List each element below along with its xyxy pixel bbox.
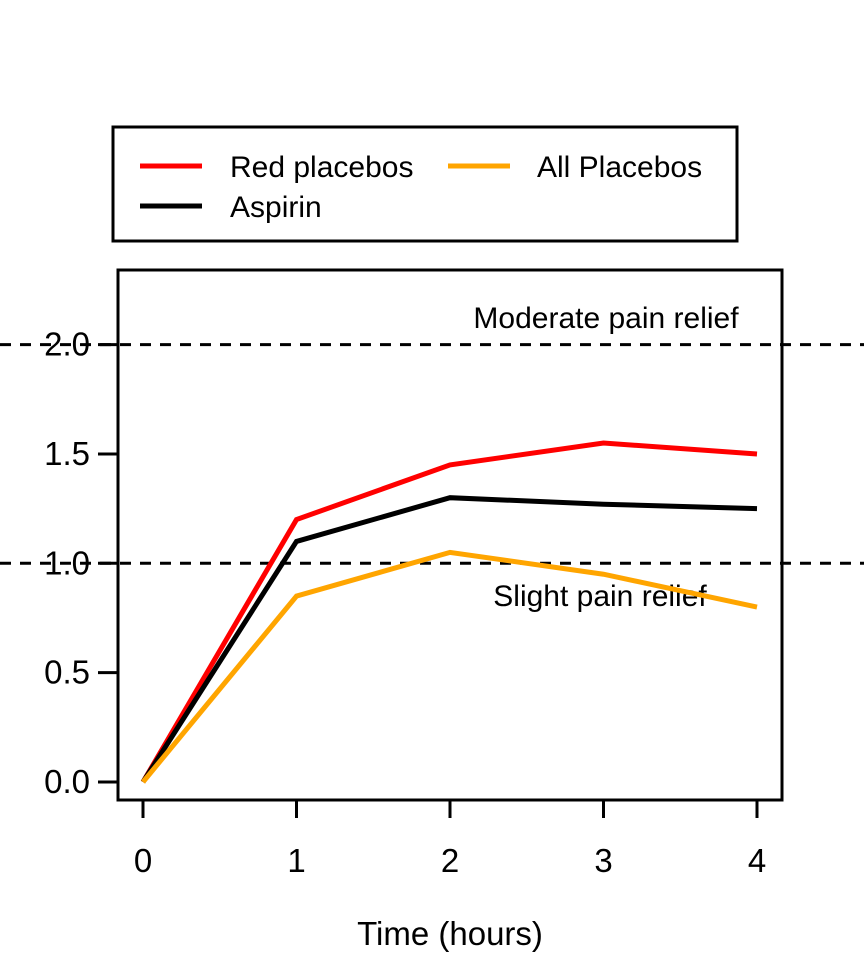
legend: Red placebos Aspirin All Placebos (111, 125, 739, 243)
legend-label-all-placebos: All Placebos (537, 151, 702, 184)
x-axis-tick-labels: 0 1 2 3 4 (134, 842, 766, 879)
annotation-moderate-pain-relief: Moderate pain relief (473, 302, 739, 335)
series-lines (140, 440, 758, 784)
x-axis-ticks (141, 800, 759, 818)
series-line-red-placebos (140, 440, 758, 784)
x-tick-label: 1 (287, 842, 305, 879)
series-line-aspirin (140, 495, 758, 784)
legend-label-red-placebos: Red placebos (230, 151, 413, 184)
annotation-slight-pain-relief: Slight pain relief (493, 580, 707, 613)
x-tick-label: 0 (134, 842, 152, 879)
legend-label-aspirin: Aspirin (230, 191, 322, 224)
legend-box (111, 125, 739, 243)
x-tick-label: 3 (594, 842, 612, 879)
reference-lines (0, 343, 864, 565)
plot-box (116, 268, 784, 802)
y-tick-label: 0.0 (44, 763, 90, 800)
series-line-all-placebos (141, 549, 758, 784)
x-axis-title: Time (hours) (357, 915, 543, 952)
x-tick-label: 4 (748, 842, 766, 879)
y-tick-label: 1.5 (44, 435, 90, 472)
y-tick-label: 0.5 (44, 654, 90, 691)
x-tick-label: 2 (441, 842, 459, 879)
